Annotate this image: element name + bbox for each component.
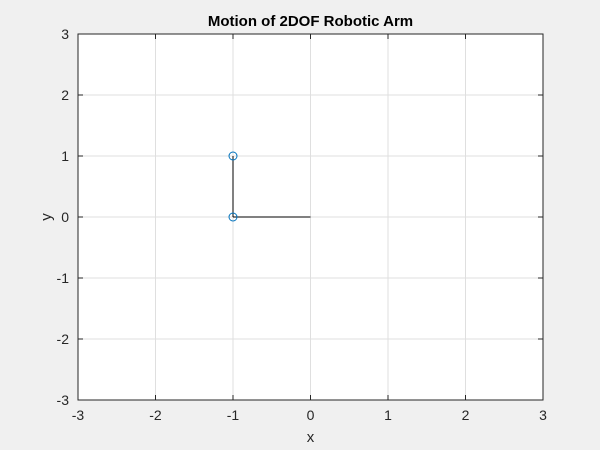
x-tick-label: -3 <box>72 407 85 423</box>
y-tick-label: 2 <box>61 87 69 103</box>
x-tick-label: -2 <box>149 407 162 423</box>
ticks: -3 -2 -1 0 1 2 3 -3 -2 -1 0 1 2 3 <box>57 26 548 423</box>
plot-data <box>228 151 311 222</box>
x-axis-label: x <box>307 429 315 446</box>
y-tick-label: 0 <box>61 209 69 225</box>
y-tick-label: -1 <box>57 270 70 286</box>
x-tick-label: 2 <box>462 407 470 423</box>
x-tick-label: -1 <box>227 407 240 423</box>
joint-marker <box>228 212 238 222</box>
x-tick-label: 3 <box>539 407 547 423</box>
y-tick-label: 1 <box>61 148 69 164</box>
y-axis-label: y <box>38 213 55 221</box>
x-tick-label: 0 <box>307 407 315 423</box>
y-tick-label: -2 <box>57 331 70 347</box>
joint-marker <box>228 151 238 161</box>
chart-title: Motion of 2DOF Robotic Arm <box>208 13 413 30</box>
x-tick-label: 1 <box>384 407 392 423</box>
y-tick-label: -3 <box>57 392 70 408</box>
y-tick-label: 3 <box>61 26 69 42</box>
